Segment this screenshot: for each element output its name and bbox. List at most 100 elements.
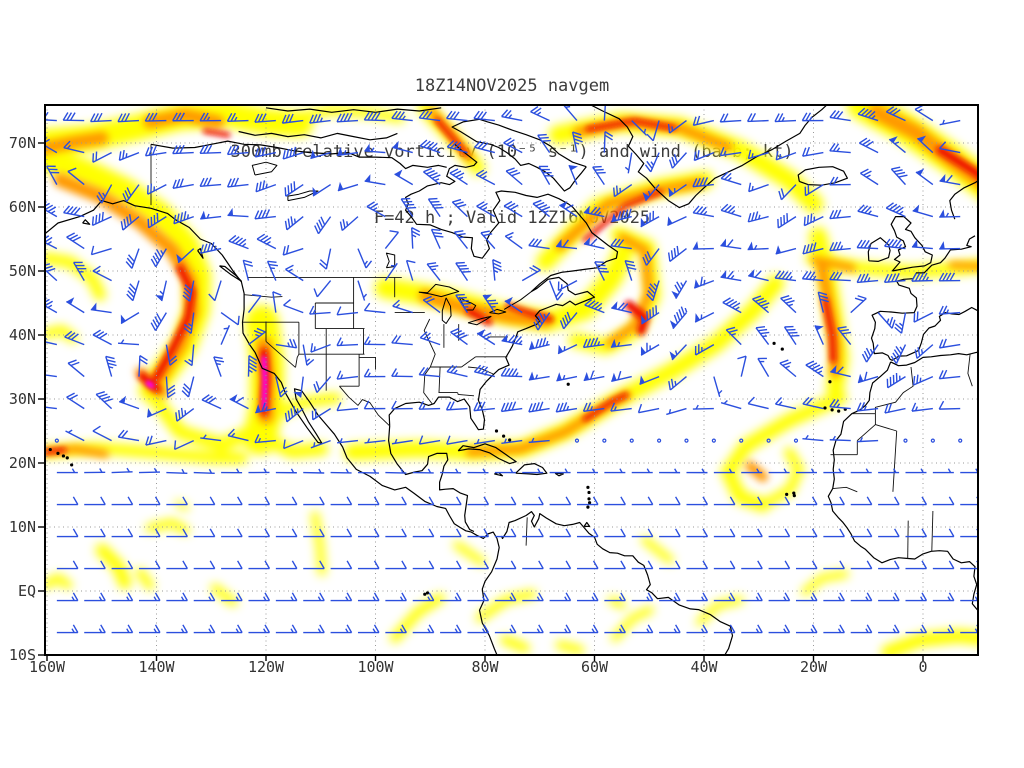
- wind-barb: [227, 207, 249, 218]
- wind-barb: [391, 368, 413, 378]
- wind-barb: [363, 400, 386, 410]
- lon-label-120W: 120W: [248, 658, 285, 676]
- wind-barb: [837, 326, 852, 346]
- wind-barb: [385, 528, 407, 538]
- wind-barb: [256, 233, 277, 250]
- wind-barb: [915, 168, 934, 186]
- wind-barb: [474, 140, 496, 154]
- wind-barb: [604, 468, 626, 474]
- wind-barb: [692, 177, 714, 188]
- wind-barb: [229, 394, 249, 410]
- wind-barb: [475, 169, 496, 186]
- wind-barb: [303, 496, 325, 506]
- wind-barb: [492, 259, 502, 281]
- wind-barb: [494, 592, 517, 602]
- wind-barb: [84, 624, 106, 634]
- small-islands-layer: [48, 341, 847, 596]
- wind-barb: [938, 400, 961, 410]
- wind-barb: [549, 624, 572, 634]
- wind-barb: [741, 560, 763, 570]
- wind-barb: [720, 399, 742, 410]
- wind-barb: [275, 560, 298, 570]
- wind-barb: [639, 375, 660, 385]
- wind-barb: [856, 273, 879, 284]
- wind-barb: [939, 209, 961, 218]
- wind-barb: [803, 213, 824, 227]
- wind-barb: [65, 297, 85, 314]
- wind-barb: [467, 624, 490, 634]
- wind-barb: [62, 112, 85, 122]
- wind-barb: [56, 468, 78, 474]
- wind-barb: [777, 213, 797, 229]
- wind-barb: [248, 468, 270, 474]
- wind-barb: [284, 216, 304, 231]
- wind-barb: [610, 338, 632, 348]
- lon-label-100W: 100W: [357, 658, 394, 676]
- wind-barb: [391, 438, 413, 445]
- wind-barb: [829, 209, 851, 220]
- wind-barb: [692, 205, 714, 218]
- wind-barb: [147, 213, 167, 229]
- wind-barb: [357, 496, 380, 506]
- wind-barb: [885, 106, 906, 122]
- wind-barb: [860, 168, 879, 186]
- wind-barb: [125, 248, 140, 269]
- wind-barb: [686, 624, 709, 634]
- lon-label-160W: 160W: [29, 658, 66, 676]
- wind-barb: [737, 355, 747, 377]
- wind-barb: [330, 624, 353, 634]
- wind-barb: [576, 528, 599, 538]
- wind-barb: [440, 528, 462, 538]
- wind-barb: [494, 560, 517, 570]
- wind-barb: [823, 624, 845, 634]
- wind-barb: [312, 184, 331, 197]
- wind-barb: [357, 592, 380, 602]
- wind-barb: [603, 131, 614, 153]
- wind-barb: [504, 296, 523, 314]
- wind-barb: [385, 592, 407, 602]
- wind-barb: [501, 438, 523, 444]
- wind-barb: [640, 342, 660, 356]
- wind-barb: [65, 429, 85, 442]
- wind-barb: [668, 184, 687, 198]
- wind-barb: [228, 234, 249, 250]
- wind-barb: [556, 239, 578, 250]
- wind-barb: [283, 298, 304, 314]
- wind-barb: [105, 355, 117, 377]
- wind-barb: [549, 560, 572, 570]
- wind-barb: [576, 496, 599, 506]
- wind-barb: [337, 147, 359, 157]
- wind-barb: [659, 528, 681, 538]
- wind-barb: [248, 327, 266, 346]
- wind-barb: [418, 366, 441, 378]
- wind-barb: [659, 592, 681, 602]
- wind-barb: [823, 468, 845, 474]
- wind-barb: [303, 560, 325, 570]
- wind-barb: [336, 337, 359, 347]
- wind-barb: [221, 592, 243, 602]
- wind-barb: [533, 312, 551, 331]
- wind-barb: [117, 339, 140, 346]
- wind-barb: [582, 337, 605, 349]
- wind-barb: [830, 365, 851, 378]
- latlon-gridlines: [45, 105, 978, 655]
- wind-barb: [857, 371, 879, 384]
- wind-barb: [713, 528, 736, 538]
- wind-barb: [914, 105, 934, 122]
- wind-barb: [857, 107, 879, 122]
- wind-barb: [473, 110, 495, 122]
- wind-barb: [303, 528, 325, 538]
- wind-barb: [281, 113, 304, 124]
- wind-barb: [221, 496, 243, 506]
- wind-barb: [592, 165, 606, 185]
- wind-barb: [400, 197, 417, 217]
- wind-barb: [200, 434, 222, 442]
- wind-barb: [412, 592, 435, 602]
- wind-barb: [671, 280, 688, 300]
- wind-barb: [284, 181, 304, 197]
- wind-barb: [583, 237, 605, 250]
- wind-barb: [939, 141, 961, 154]
- wind-barb: [857, 437, 879, 443]
- wind-barb: [67, 359, 85, 378]
- wind-barb: [199, 242, 222, 254]
